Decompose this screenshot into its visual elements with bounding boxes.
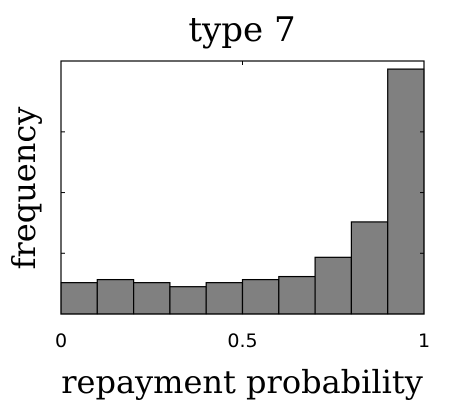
histogram-bar [60,282,98,315]
chart-title: type 7 [188,10,295,50]
x-axis-label: repayment probability [61,363,423,401]
histogram-bar [241,278,280,315]
bars-group [60,68,425,315]
histogram-bar [205,282,244,315]
x-tick-label: 1 [418,330,430,352]
histogram-bar [96,278,135,315]
histogram-bar [278,275,316,315]
x-tick-label: 0 [55,330,67,352]
histogram-bar [133,282,171,315]
ticks-group: 0 0.5 1 [55,61,430,352]
histogram-bar [387,68,425,315]
x-tick-label: 0.5 [227,330,257,352]
histogram-bar [314,256,353,315]
histogram-bar [350,221,389,315]
y-axis-label: frequency [5,107,43,270]
plot-frame [60,60,425,315]
histogram-bar [169,286,207,315]
